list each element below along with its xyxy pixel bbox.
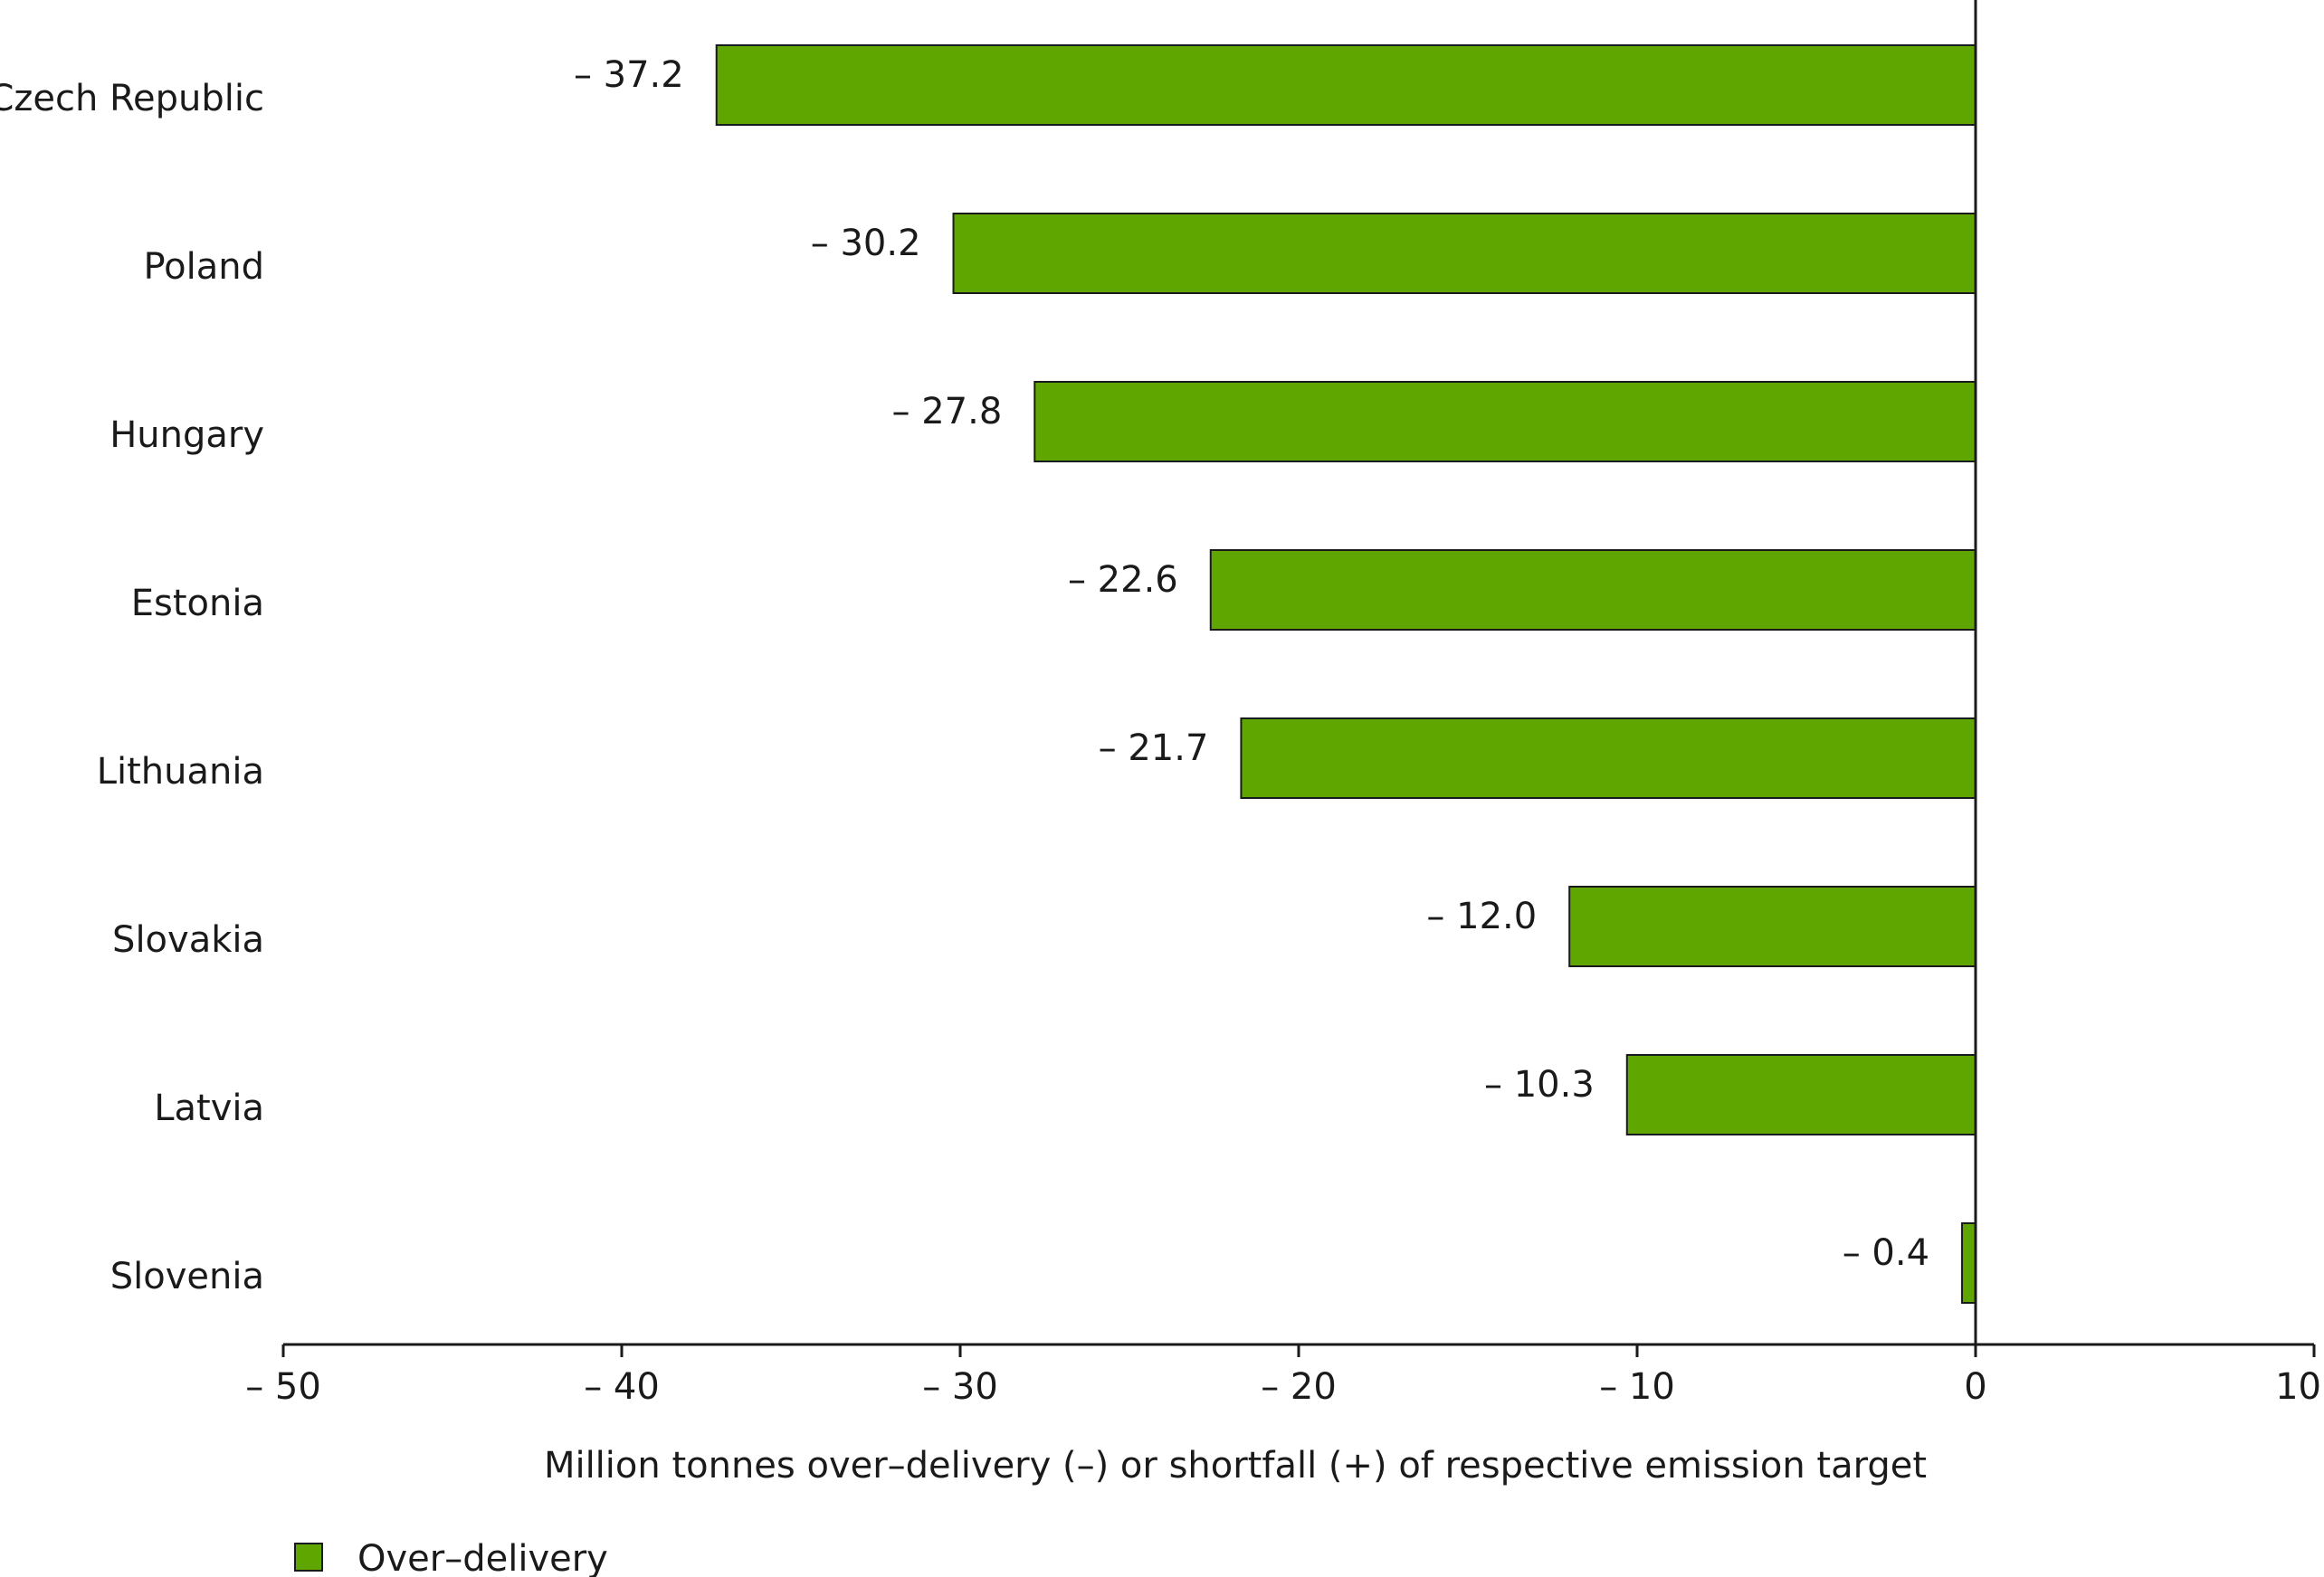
bar-poland [952,213,1976,294]
bar-lithuania [1240,717,1977,799]
category-label-czech-republic: Czech Republic [0,78,264,119]
category-label-poland: Poland [143,246,264,288]
value-label-latvia: – 10.3 [1484,1064,1595,1106]
category-label-estonia: Estonia [131,583,264,624]
x-tick-label: 0 [1964,1366,1986,1408]
bar-hungary [1033,381,1976,462]
value-label-estonia: – 22.6 [1068,559,1178,601]
x-tick-label: – 50 [245,1366,321,1408]
value-label-czech-republic: – 37.2 [574,54,684,96]
legend-swatch-over-delivery [294,1543,323,1572]
x-axis-title: Million tonnes over–delivery (–) or shor… [544,1445,1927,1487]
x-tick-label: – 30 [922,1366,998,1408]
category-label-lithuania: Lithuania [97,751,264,793]
x-tick-label: – 10 [1599,1366,1675,1408]
value-label-poland: – 30.2 [811,223,921,264]
x-axis: – 50 – 40 – 30 – 20 – 10 0 10 [245,0,2321,1408]
bar-latvia [1625,1054,1977,1135]
x-tick-label: – 20 [1261,1366,1337,1408]
category-label-slovakia: Slovakia [112,919,264,961]
category-label-latvia: Latvia [154,1088,264,1129]
category-label-slovenia: Slovenia [110,1256,264,1297]
category-label-hungary: Hungary [110,414,264,456]
x-tick-label: 10 [2275,1366,2321,1408]
value-label-slovakia: – 12.0 [1426,896,1537,937]
value-label-hungary: – 27.8 [891,391,1002,432]
x-tick-label: – 40 [584,1366,660,1408]
bar-estonia [1209,549,1976,631]
bars-layer [715,44,1977,1304]
bar-slovakia [1568,886,1976,967]
value-label-slovenia: – 0.4 [1843,1232,1929,1274]
bar-slovenia [1961,1222,1977,1304]
labels-layer: – 37.2 Czech Republic – 30.2 Poland – 27.8 Hu… [0,54,1929,1297]
bar-czech-republic [715,44,1976,126]
legend-label-over-delivery: Over–delivery [357,1538,608,1577]
value-label-lithuania: – 21.7 [1099,727,1209,769]
legend: Over–delivery [294,1538,608,1577]
